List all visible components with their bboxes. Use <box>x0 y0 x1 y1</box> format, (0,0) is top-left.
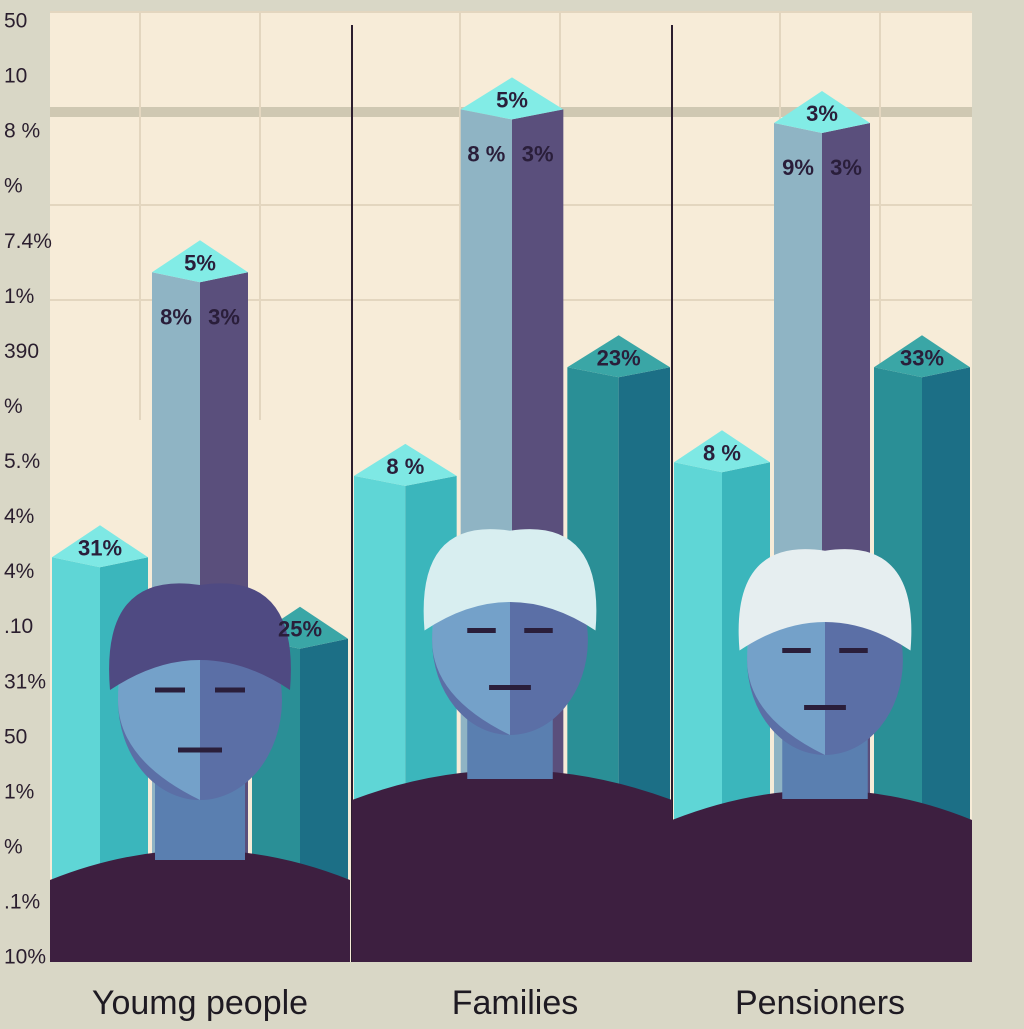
bar-top-label: 31% <box>78 535 122 560</box>
x-category-label: Pensioners <box>735 984 905 1022</box>
bar-top-label: 8 % <box>703 440 741 465</box>
figure-body <box>672 790 972 962</box>
bar-top-cap <box>52 525 148 568</box>
figure-body <box>352 770 672 962</box>
bar-front-label-left: 8% <box>160 304 192 329</box>
bar-top-cap <box>567 335 670 378</box>
bar-top-label: 23% <box>597 345 641 370</box>
figure-body <box>50 850 350 962</box>
y-tick-label: 1% <box>4 780 34 803</box>
figure-pensioner <box>672 549 972 962</box>
y-tick-label: 390 <box>4 340 39 363</box>
y-tick-label: % <box>4 395 23 418</box>
bar-top-cap <box>152 240 248 283</box>
y-tick-label: 31% <box>4 670 46 693</box>
bar-left-face <box>52 557 100 962</box>
bar-top-cap <box>874 335 970 378</box>
bar-labels-layer: 31% 5% 8% 3% 25% 8 % 5% 8 % 3% 23% 8 % 3% 9% 3% 33% <box>78 87 944 641</box>
y-tick-label: 5.% <box>4 450 40 473</box>
figure-young-person <box>50 583 350 962</box>
y-tick-label: .10 <box>4 615 33 638</box>
bar-top-label: 5% <box>496 87 528 112</box>
bar-front-label-left: 8 % <box>467 141 505 166</box>
bar-top-cap <box>460 77 564 120</box>
figure-family-member <box>352 529 672 962</box>
y-tick-label: 10 <box>4 65 27 88</box>
bar-top-cap <box>774 91 870 133</box>
bar-top-label: 25% <box>278 617 322 642</box>
bar-top-label: 33% <box>900 345 944 370</box>
bar-top-cap <box>674 430 770 473</box>
y-tick-label: 8 % <box>4 120 40 143</box>
x-category-label: Families <box>452 984 579 1022</box>
figures-layer <box>50 529 972 962</box>
bar-front-label-right: 3% <box>208 304 240 329</box>
x-axis-category-labels: Youmg people Families Pensioners <box>92 984 905 1022</box>
y-tick-label: % <box>4 175 23 198</box>
y-tick-label: 4% <box>4 560 34 583</box>
figure-hair <box>738 549 912 651</box>
bar-front-label-left: 9% <box>782 155 814 180</box>
bar-front-label-right: 3% <box>830 155 862 180</box>
bar-top-label: 8 % <box>386 454 424 479</box>
y-tick-label: 4% <box>4 505 34 528</box>
bar-front-label-right: 3% <box>522 141 554 166</box>
bar-top-label: 3% <box>806 101 838 126</box>
y-axis-tick-labels: 50 10 8 %% 7.4% 1% 390% 5.% 4% 4% .10 31% 50 1%% .1% 1… <box>4 10 52 969</box>
figure-hair <box>109 583 291 690</box>
y-tick-label: 10% <box>4 946 46 969</box>
y-tick-label: .1% <box>4 890 40 913</box>
y-tick-label: % <box>4 835 23 858</box>
figure-hair <box>423 529 597 631</box>
y-tick-label: 50 <box>4 10 27 33</box>
y-tick-label: 1% <box>4 285 34 308</box>
y-tick-label: 50 <box>4 725 27 748</box>
bar-top-cap <box>354 443 457 486</box>
bar-top-label: 5% <box>184 250 216 275</box>
x-category-label: Youmg people <box>92 984 308 1022</box>
y-tick-label: 7.4% <box>4 230 52 253</box>
